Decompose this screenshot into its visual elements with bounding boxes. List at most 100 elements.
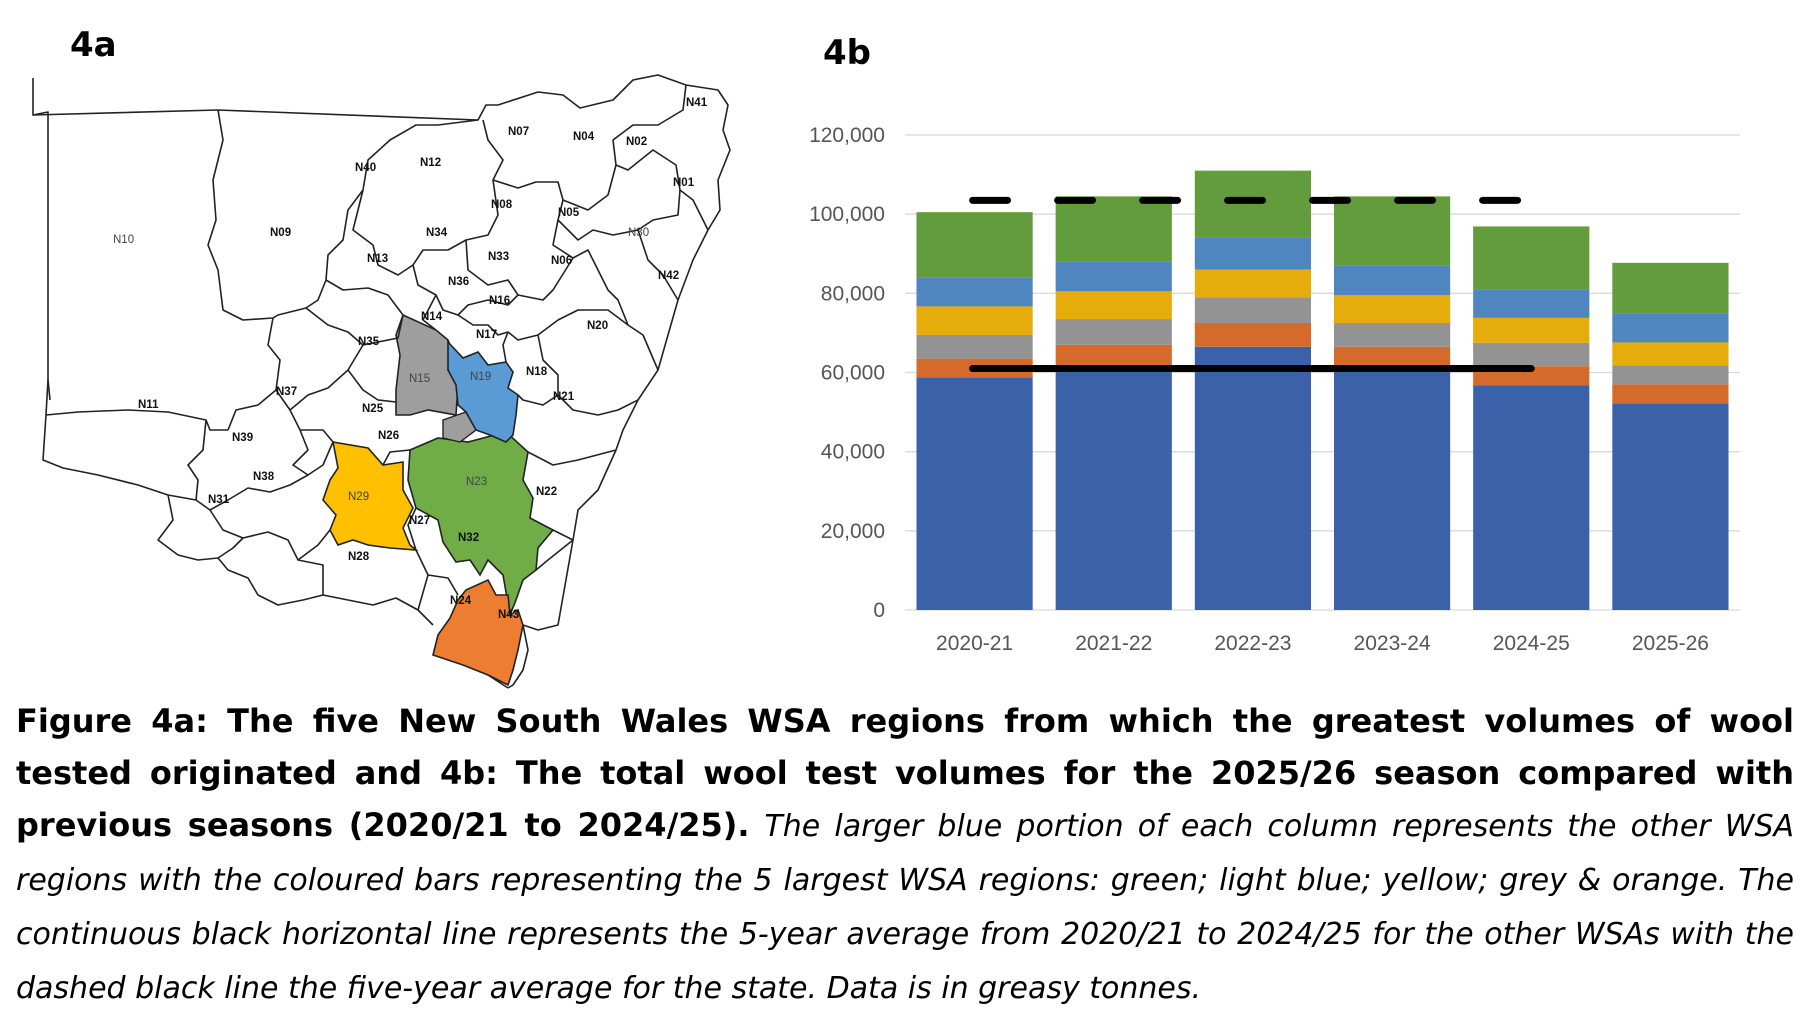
region-n29-fill xyxy=(322,441,419,551)
region-label-n22: N22 xyxy=(536,486,557,498)
region-n15b-fill xyxy=(442,411,477,443)
bar-segment-2023-24-s5 xyxy=(1333,196,1451,266)
bar-segment-2025-26-s1 xyxy=(1612,384,1729,404)
bar-segment-2021-22-s2 xyxy=(1055,319,1172,345)
stacked-bar-chart: 020,00040,00060,00080,000100,000120,000 … xyxy=(809,124,1740,655)
panel-label-4a: 4a xyxy=(70,25,117,65)
x-tick-label: 2024-25 xyxy=(1493,632,1570,655)
bar-segment-2022-23-s3 xyxy=(1194,269,1312,298)
region-label-n41: N41 xyxy=(686,97,708,109)
region-labels: N41 N07 N04 N02 N40 N12 N01 N08 N05 N10 … xyxy=(113,97,708,621)
region-label-n35: N35 xyxy=(358,336,380,348)
x-axis-tick-labels: 2020-21 2021-22 2022-23 2023-24 2024-25 2025-… xyxy=(936,632,1709,655)
region-label-n17: N17 xyxy=(476,329,497,341)
figure-caption: Figure 4a: The five New South Wales WSA … xyxy=(16,695,1794,1015)
region-label-n20: N20 xyxy=(587,320,608,332)
bar-segment-2025-26-s0 xyxy=(1612,403,1729,610)
region-label-n18: N18 xyxy=(526,366,548,378)
bar-segment-2024-25-s0 xyxy=(1473,385,1590,610)
bars xyxy=(916,170,1729,610)
region-label-n02: N02 xyxy=(626,136,647,148)
region-label-n16: N16 xyxy=(489,295,510,307)
bar-segment-2021-22-s4 xyxy=(1055,261,1172,292)
bar-segment-2024-25-s4 xyxy=(1473,289,1590,318)
region-label-n36: N36 xyxy=(448,276,469,288)
bar-segment-2024-25-s5 xyxy=(1473,226,1590,290)
bar-segment-2021-22-s0 xyxy=(1055,366,1172,610)
region-n24-fill xyxy=(432,578,524,687)
region-label-n10: N10 xyxy=(113,234,134,246)
region-label-n05: N05 xyxy=(558,207,580,219)
x-tick-label: 2020-21 xyxy=(936,632,1013,655)
bar-segment-2023-24-s2 xyxy=(1333,323,1451,347)
region-label-n37: N37 xyxy=(276,386,297,398)
region-label-n28: N28 xyxy=(348,551,370,563)
region-label-n39: N39 xyxy=(232,432,253,444)
bar-segment-2020-21-s0 xyxy=(916,377,1033,610)
x-tick-label: 2023-24 xyxy=(1354,632,1431,655)
region-label-n24: N24 xyxy=(450,595,472,607)
y-axis-tick-labels: 0 20,000 40,000 60,000 80,000 100,000 120,000 xyxy=(809,124,885,622)
y-tick-label: 40,000 xyxy=(821,441,885,464)
bar-segment-2020-21-s4 xyxy=(916,277,1033,307)
region-label-n27: N27 xyxy=(409,515,430,527)
region-label-n13: N13 xyxy=(367,253,388,265)
region-label-n09: N09 xyxy=(270,227,291,239)
bar-segment-2021-22-s5 xyxy=(1055,196,1172,262)
region-label-n15: N15 xyxy=(409,373,430,385)
x-tick-label: 2025-26 xyxy=(1632,632,1709,655)
bar-segment-2023-24-s1 xyxy=(1333,346,1451,367)
average-lines xyxy=(969,196,1535,373)
region-label-n11: N11 xyxy=(138,399,159,411)
region-label-n07: N07 xyxy=(508,126,529,138)
bar-segment-2025-26-s5 xyxy=(1612,262,1729,314)
bar-segment-2020-21-s5 xyxy=(916,212,1033,278)
region-label-n06: N06 xyxy=(551,255,572,267)
y-tick-label: 100,000 xyxy=(809,203,885,226)
gridlines xyxy=(905,134,1740,611)
region-n19-fill xyxy=(447,339,519,443)
bar-segment-2020-21-s2 xyxy=(916,334,1033,359)
bar-segment-2022-23-s5 xyxy=(1194,170,1312,238)
bar-segment-2024-25-s3 xyxy=(1473,317,1590,343)
region-label-n40: N40 xyxy=(355,162,376,174)
region-label-n19: N19 xyxy=(470,371,491,383)
region-label-n42: N42 xyxy=(658,270,679,282)
y-tick-label: 80,000 xyxy=(821,282,885,305)
bar-segment-2021-22-s3 xyxy=(1055,291,1172,320)
region-label-n01: N01 xyxy=(673,177,695,189)
bar-segment-2025-26-s2 xyxy=(1612,365,1729,385)
region-label-n14: N14 xyxy=(421,311,443,323)
region-label-n08: N08 xyxy=(491,199,513,211)
region-label-n29: N29 xyxy=(348,491,369,503)
caption-title: Figure 4a: The five New South Wales WSA … xyxy=(16,702,1794,844)
region-label-n33: N33 xyxy=(488,251,509,263)
region-label-n30: N30 xyxy=(628,227,649,239)
bar-segment-2025-26-s4 xyxy=(1612,313,1729,343)
nsw-wsa-region-map: N41 N07 N04 N02 N40 N12 N01 N08 N05 N10 … xyxy=(32,74,731,689)
y-tick-label: 60,000 xyxy=(821,362,885,385)
panel-label-4b: 4b xyxy=(823,33,871,73)
y-tick-label: 120,000 xyxy=(809,124,885,147)
region-label-n23: N23 xyxy=(466,476,487,488)
bar-segment-2022-23-s1 xyxy=(1194,323,1312,347)
bar-segment-2022-23-s2 xyxy=(1194,297,1312,324)
y-tick-label: 20,000 xyxy=(821,520,885,543)
region-label-n31: N31 xyxy=(208,494,230,506)
region-label-n26: N26 xyxy=(378,430,399,442)
bar-segment-2021-22-s1 xyxy=(1055,344,1172,367)
caption-description: The larger blue portion of each column r… xyxy=(16,809,1795,1006)
x-tick-label: 2021-22 xyxy=(1075,632,1152,655)
bar-segment-2022-23-s4 xyxy=(1194,237,1312,270)
x-tick-label: 2022-23 xyxy=(1214,632,1291,655)
region-boundaries xyxy=(32,74,731,689)
bar-segment-2023-24-s0 xyxy=(1333,366,1451,610)
bar-segment-2025-26-s3 xyxy=(1612,342,1729,366)
region-label-n43: N43 xyxy=(498,609,519,621)
region-label-n25: N25 xyxy=(362,403,384,415)
bar-segment-2023-24-s3 xyxy=(1333,295,1451,324)
region-label-n34: N34 xyxy=(426,227,448,239)
y-tick-label: 0 xyxy=(873,599,885,622)
bar-segment-2022-23-s0 xyxy=(1194,346,1312,610)
bar-segment-2024-25-s2 xyxy=(1473,342,1590,367)
